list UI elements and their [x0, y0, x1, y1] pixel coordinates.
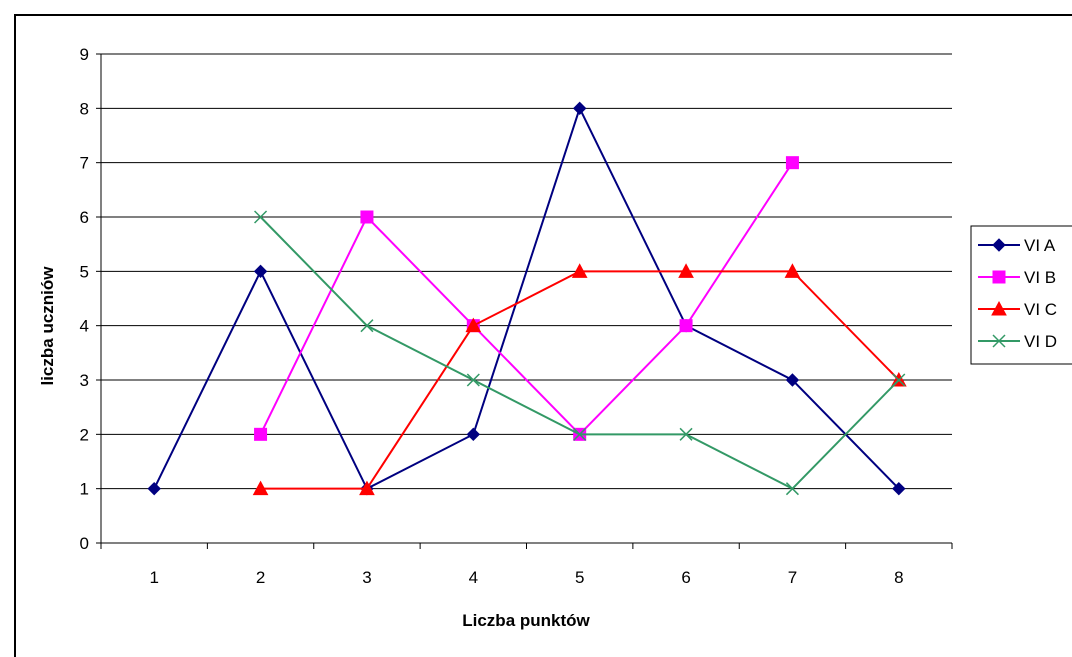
x-axis-ticks: 1 2 3 4 5 6 7 8 [100, 543, 953, 587]
data-point [360, 319, 374, 333]
marker-stroke [679, 427, 693, 441]
data-point [147, 481, 161, 496]
legend-box [970, 225, 1072, 365]
y-tick-label: 5 [80, 262, 89, 281]
legend-label: VI D [1024, 332, 1057, 351]
legend-label: VI C [1024, 300, 1057, 319]
y-tick-label: 3 [80, 371, 89, 390]
legend-label: VI B [1024, 268, 1056, 287]
data-point [892, 481, 906, 496]
series-line [153, 105, 900, 491]
marker-stroke [254, 210, 268, 224]
legend-marker [991, 300, 1007, 316]
data-point [679, 319, 693, 333]
data-point [785, 156, 799, 170]
x-axis-title: Liczba punktów [462, 611, 590, 630]
legend-item: VI D [978, 332, 1057, 351]
data-point [892, 373, 906, 387]
marker-stroke [466, 373, 480, 387]
y-axis-ticks: 0 1 2 3 4 5 6 7 8 9 [80, 45, 101, 553]
legend-marker [992, 270, 1006, 284]
data-point [466, 373, 480, 387]
x-tick-label: 1 [149, 568, 158, 587]
data-point [254, 427, 268, 441]
data-point [571, 263, 588, 278]
y-tick-label: 2 [80, 425, 89, 444]
data-point [678, 263, 694, 278]
y-tick-label: 0 [80, 534, 89, 553]
x-tick-label: 7 [788, 568, 797, 587]
marker-stroke [573, 427, 587, 441]
data-point [360, 210, 374, 224]
data-point [466, 427, 481, 442]
series-line [259, 216, 900, 490]
legend-marker [992, 334, 1006, 348]
series-line [259, 162, 794, 436]
y-tick-label: 4 [80, 317, 89, 336]
x-tick-label: 3 [362, 568, 371, 587]
series-vi-c [252, 263, 907, 496]
legend-item: VI A [978, 236, 1056, 255]
marker-stroke [360, 319, 374, 333]
legend-marker [992, 238, 1006, 252]
data-point [252, 480, 269, 496]
data-point [785, 482, 799, 496]
y-tick-label: 1 [80, 480, 89, 499]
x-tick-label: 6 [681, 568, 690, 587]
y-tick-label: 9 [80, 45, 89, 64]
x-tick-label: 8 [894, 568, 903, 587]
y-axis-title: liczba uczniów [38, 266, 57, 386]
marker-stroke [785, 482, 799, 496]
data-point [679, 427, 693, 441]
marker-stroke [892, 373, 906, 387]
y-tick-label: 6 [80, 208, 89, 227]
data-point [254, 210, 268, 224]
data-point [253, 264, 268, 279]
legend-label: VI A [1024, 236, 1056, 255]
data-point [785, 373, 800, 387]
chart-frame [14, 14, 1072, 657]
data-point [573, 427, 587, 441]
data-point [359, 480, 375, 496]
data-point [784, 263, 801, 278]
x-tick-label: 4 [469, 568, 478, 587]
data-point [465, 317, 482, 333]
data-point [572, 101, 587, 116]
legend: VI A VI B VI C VI D [970, 225, 1072, 365]
marker-stroke [992, 334, 1006, 348]
series-vi-d [254, 210, 906, 496]
legend-item: VI C [978, 300, 1057, 319]
legend-item: VI B [978, 268, 1056, 287]
series-layer [147, 101, 907, 496]
x-tick-label: 2 [256, 568, 265, 587]
y-tick-label: 7 [80, 154, 89, 173]
y-tick-label: 8 [80, 99, 89, 118]
x-tick-label: 5 [575, 568, 584, 587]
